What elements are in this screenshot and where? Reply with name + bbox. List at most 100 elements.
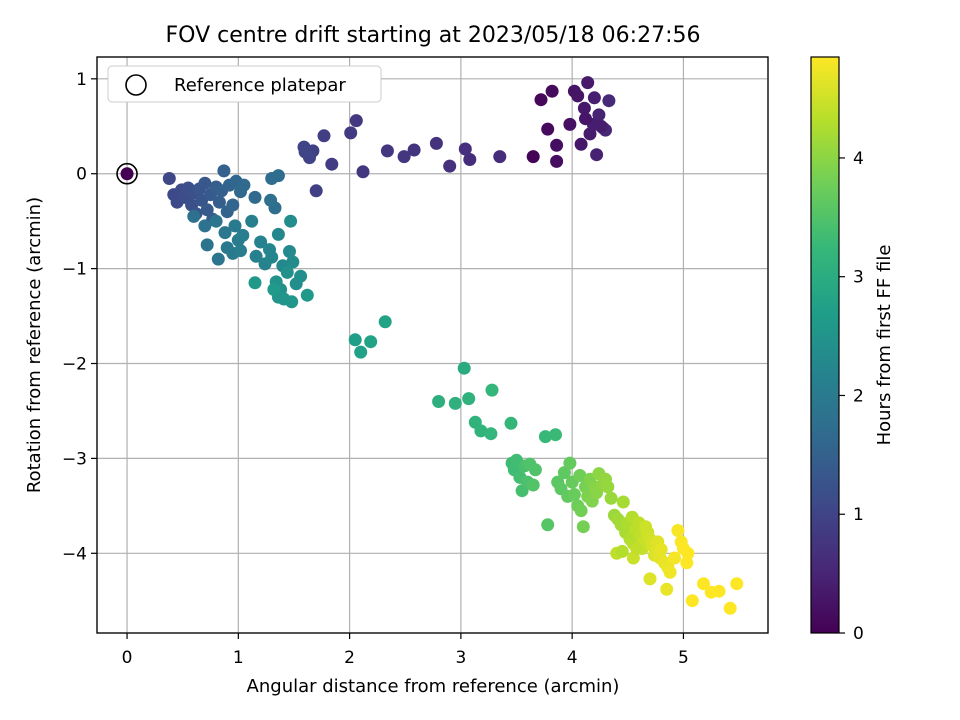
colorbar-tick-label: 3 bbox=[853, 268, 864, 288]
data-point bbox=[429, 136, 443, 150]
y-tick-label: −3 bbox=[62, 449, 87, 469]
colorbar-tick-label: 4 bbox=[853, 149, 864, 169]
colorbar-tick-label: 1 bbox=[853, 505, 864, 525]
data-point bbox=[264, 193, 278, 207]
reference-marker bbox=[116, 162, 138, 185]
data-point bbox=[236, 228, 250, 242]
data-point bbox=[226, 198, 240, 212]
data-point bbox=[364, 335, 378, 349]
plot-border bbox=[96, 56, 769, 634]
data-point bbox=[654, 543, 668, 556]
data-point bbox=[550, 138, 564, 152]
data-point bbox=[545, 84, 559, 98]
data-point bbox=[592, 108, 606, 122]
data-point bbox=[602, 94, 616, 108]
data-point bbox=[668, 551, 681, 565]
data-point bbox=[534, 93, 548, 107]
data-point bbox=[660, 582, 674, 596]
data-point bbox=[325, 157, 339, 171]
x-tick-label: 3 bbox=[455, 648, 466, 668]
data-point bbox=[448, 396, 462, 410]
data-point bbox=[616, 495, 630, 509]
colorbar-tick-label: 2 bbox=[853, 386, 864, 406]
x-axis-ticks: 0 1 2 3 4 5 bbox=[122, 633, 689, 668]
data-point bbox=[265, 250, 279, 264]
data-point bbox=[354, 345, 368, 359]
colorbar-label: Hours from first FF file bbox=[874, 245, 895, 446]
data-point bbox=[198, 176, 212, 190]
data-point bbox=[228, 219, 242, 233]
data-point bbox=[294, 269, 308, 283]
data-point bbox=[271, 227, 285, 241]
x-tick-label: 5 bbox=[678, 648, 689, 668]
data-point bbox=[348, 333, 362, 347]
data-point bbox=[549, 428, 562, 442]
data-point bbox=[283, 245, 296, 258]
plot-area: 0 1 2 3 4 5 1 0 −1 −2 −3 −4 bbox=[62, 56, 769, 668]
data-point bbox=[590, 148, 604, 162]
colorbar-ticks: 0 1 2 3 4 bbox=[839, 149, 864, 644]
data-point bbox=[462, 392, 476, 406]
data-point bbox=[526, 150, 540, 164]
data-point bbox=[573, 469, 587, 482]
data-point bbox=[571, 89, 585, 103]
colorbar-tick-label: 0 bbox=[853, 624, 864, 644]
y-axis-ticks: 1 0 −1 −2 −3 −4 bbox=[62, 70, 97, 564]
data-point bbox=[212, 195, 226, 209]
data-point bbox=[730, 577, 744, 591]
data-point bbox=[271, 169, 285, 183]
reference-marker-layer bbox=[116, 162, 138, 185]
x-tick-label: 1 bbox=[233, 648, 244, 668]
data-point bbox=[300, 288, 314, 302]
y-tick-label: −4 bbox=[62, 544, 87, 564]
data-point bbox=[380, 144, 394, 158]
x-tick-label: 2 bbox=[344, 648, 355, 668]
data-point bbox=[407, 143, 421, 157]
data-point bbox=[248, 190, 262, 204]
data-point bbox=[538, 430, 552, 444]
data-point bbox=[187, 209, 201, 223]
data-point bbox=[680, 556, 694, 570]
data-point bbox=[463, 153, 477, 166]
data-point bbox=[563, 117, 577, 131]
y-tick-label: 1 bbox=[76, 70, 87, 90]
reference-point bbox=[120, 167, 134, 181]
data-point bbox=[298, 145, 312, 159]
data-point bbox=[604, 491, 618, 505]
data-point bbox=[217, 164, 231, 178]
colorbar: 0 1 2 3 4 Hours from first FF file bbox=[810, 56, 895, 644]
chart-title: FOV centre drift starting at 2023/05/18 … bbox=[166, 23, 701, 48]
data-point bbox=[245, 214, 259, 228]
data-point bbox=[249, 249, 263, 263]
data-point bbox=[567, 488, 581, 501]
data-point bbox=[458, 142, 472, 156]
data-point bbox=[581, 76, 595, 90]
data-point bbox=[563, 456, 577, 470]
data-point bbox=[493, 150, 507, 164]
data-point bbox=[280, 265, 294, 279]
y-axis-label: Rotation from reference (arcmin) bbox=[24, 197, 45, 493]
data-point bbox=[685, 594, 699, 608]
data-point bbox=[349, 114, 363, 128]
data-point bbox=[198, 219, 212, 233]
data-point bbox=[286, 255, 300, 269]
data-point bbox=[378, 315, 392, 329]
data-point bbox=[457, 361, 471, 375]
y-tick-label: 0 bbox=[76, 165, 87, 185]
data-point bbox=[397, 150, 411, 164]
data-point bbox=[211, 252, 225, 266]
data-point bbox=[209, 214, 223, 228]
y-tick-label: −2 bbox=[62, 355, 87, 375]
data-point bbox=[237, 178, 251, 192]
data-point bbox=[643, 572, 657, 586]
data-point bbox=[712, 584, 726, 598]
data-point bbox=[504, 416, 518, 430]
data-point bbox=[587, 91, 601, 105]
data-point bbox=[484, 427, 498, 441]
data-point bbox=[630, 542, 644, 555]
data-point bbox=[317, 129, 331, 143]
data-point bbox=[526, 478, 540, 492]
data-point bbox=[576, 520, 590, 534]
data-point bbox=[574, 504, 588, 518]
